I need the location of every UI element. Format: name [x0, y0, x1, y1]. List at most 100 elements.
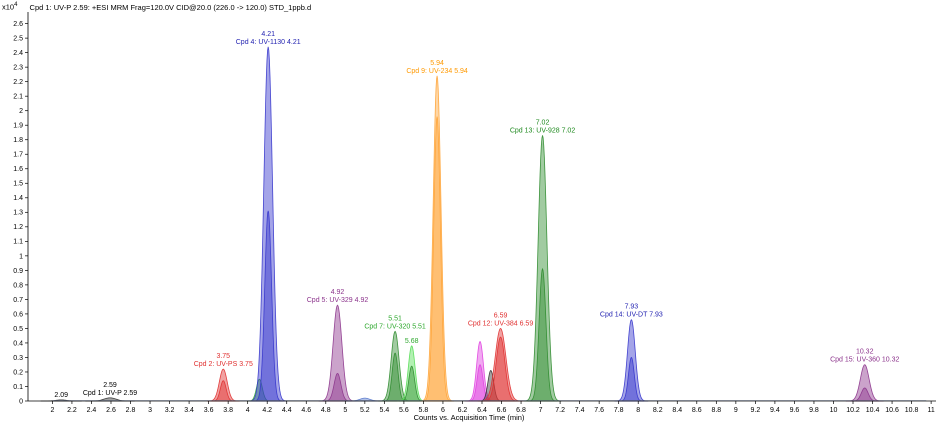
x-tick-label: 3 — [148, 407, 152, 414]
peak-label: 10.32 — [856, 349, 874, 356]
peak-label: 5.68 — [405, 338, 419, 345]
x-tick-label: 7.6 — [594, 407, 604, 414]
x-tick-label: 8.6 — [692, 407, 702, 414]
peak-19 — [477, 327, 524, 402]
peak-label: Cpd 13: UV-928 7.02 — [510, 127, 575, 134]
peak-7 — [318, 304, 357, 402]
y-tick-label: 0.5 — [13, 326, 23, 333]
y-tick-label: 0.6 — [13, 311, 23, 318]
x-tick-label: 10.2 — [846, 407, 860, 414]
y-tick-label: 1.8 — [13, 137, 23, 144]
peak-label: Cpd 12: UV-384 6.59 — [468, 320, 533, 327]
x-tick-label: 10.4 — [866, 407, 880, 414]
x-tick-label: 8 — [636, 407, 640, 414]
chart-header: x104 Cpd 1: UV-P 2.59: +ESI MRM Frag=120… — [2, 2, 311, 12]
peak-15 — [422, 116, 452, 402]
x-tick-label: 4.6 — [301, 407, 311, 414]
y-tick-label: 0.3 — [13, 355, 23, 362]
y-tick-label: 2.4 — [13, 50, 23, 57]
peak-label: Cpd 15: UV-360 10.32 — [830, 357, 899, 364]
y-tick-label: 2.5 — [13, 36, 23, 43]
peak-label: 7.93 — [625, 304, 639, 311]
y-tick-label: 1 — [19, 253, 23, 260]
y-tick-label: 0.8 — [13, 282, 23, 289]
x-tick-label: 6.6 — [497, 407, 507, 414]
peak-label: 5.94 — [430, 60, 444, 67]
x-tick-label: 8.2 — [653, 407, 663, 414]
x-tick-label: 6.8 — [516, 407, 526, 414]
peak-label: 5.51 — [388, 315, 402, 322]
peak-label: Cpd 1: UV-P 2.59 — [83, 390, 137, 397]
peak-label: Cpd 5: UV-329 4.92 — [307, 297, 369, 304]
peak-label: 3.75 — [216, 353, 230, 360]
y-tick-label: 2.2 — [13, 79, 23, 86]
x-tick-label: 4.8 — [321, 407, 331, 414]
y-tick-label: 2.3 — [13, 65, 23, 72]
y-scale-exponent: 4 — [14, 2, 18, 8]
peak-14 — [420, 75, 454, 402]
peak-label: 2.59 — [103, 382, 117, 389]
y-tick-label: 1.7 — [13, 152, 23, 159]
x-tick-label: 5.8 — [419, 407, 429, 414]
x-tick-label: 2.8 — [126, 407, 136, 414]
x-tick-label: 6.4 — [477, 407, 487, 414]
y-tick-label: 1.9 — [13, 123, 23, 130]
x-tick-label: 7.4 — [575, 407, 585, 414]
peak-23 — [614, 319, 649, 402]
x-tick-label: 4.2 — [262, 407, 272, 414]
x-tick-label: 9.2 — [751, 407, 761, 414]
x-tick-label: 4.4 — [282, 407, 292, 414]
x-tick-label: 6 — [441, 407, 445, 414]
y-tick-label: 1.5 — [13, 181, 23, 188]
peak-label: 4.21 — [261, 31, 275, 38]
y-tick-label: 0.7 — [13, 297, 23, 304]
y-tick-label: 1.3 — [13, 210, 23, 217]
y-tick-label: 2.6 — [13, 21, 23, 28]
peak-label: Cpd 4: UV-1130 4.21 — [236, 39, 301, 46]
x-tick-label: 11 — [927, 407, 934, 414]
x-axis-label: Counts vs. Acquisition Time (min) — [414, 413, 525, 422]
x-tick-label: 6.2 — [458, 407, 468, 414]
chart-title: Cpd 1: UV-P 2.59: +ESI MRM Frag=120.0V C… — [29, 2, 312, 12]
y-tick-label: 1.6 — [13, 166, 23, 173]
x-tick-label: 7.2 — [555, 407, 565, 414]
y-tick-label: 0.1 — [13, 384, 23, 391]
peaks-layer — [40, 46, 927, 402]
y-tick-label: 0.9 — [13, 268, 23, 275]
x-tick-label: 2 — [50, 407, 54, 414]
peak-label: 4.92 — [331, 289, 345, 296]
y-tick-label: 0.4 — [13, 340, 23, 347]
x-tick-label: 8.4 — [672, 407, 682, 414]
x-tick-label: 3.6 — [204, 407, 214, 414]
x-tick-label: 9 — [734, 407, 738, 414]
x-tick-label: 10 — [830, 407, 838, 414]
y-tick-label: 0 — [19, 398, 23, 405]
x-tick-label: 2.6 — [106, 407, 116, 414]
x-tick-label: 3.8 — [223, 407, 233, 414]
x-tick-label: 10.8 — [905, 407, 919, 414]
x-tick-label: 2.2 — [67, 407, 77, 414]
x-tick-label: 5.2 — [360, 407, 370, 414]
y-tick-label: 1.4 — [13, 195, 23, 202]
x-tick-label: 3.2 — [165, 407, 175, 414]
peak-label: Cpd 9: UV-234 5.94 — [406, 68, 468, 75]
x-tick-label: 4 — [246, 407, 250, 414]
axes-layer: 0 0.1 0.2 0.3 0.4 0.5 0.6 0.7 0.8 0.9 1 1.1 1.2 1.3 1.… — [13, 12, 936, 414]
peak-22 — [527, 267, 558, 402]
x-tick-label: 5.4 — [379, 407, 389, 414]
x-tick-label: 7.8 — [614, 407, 624, 414]
x-tick-label: 3.4 — [184, 407, 194, 414]
x-tick-label: 9.8 — [809, 407, 819, 414]
x-tick-label: 9.4 — [770, 407, 780, 414]
x-tick-label: 2.4 — [87, 407, 97, 414]
peak-label: 2.09 — [54, 392, 68, 399]
y-tick-label: 1.1 — [13, 239, 23, 246]
peak-label: 6.59 — [494, 312, 508, 319]
peak-label: 7.02 — [536, 119, 550, 126]
x-tick-label: 9.6 — [790, 407, 800, 414]
peak-label: Cpd 2: UV-PS 3.75 — [194, 361, 253, 368]
x-tick-label: 7 — [539, 407, 543, 414]
x-tick-label: 5.6 — [399, 407, 409, 414]
